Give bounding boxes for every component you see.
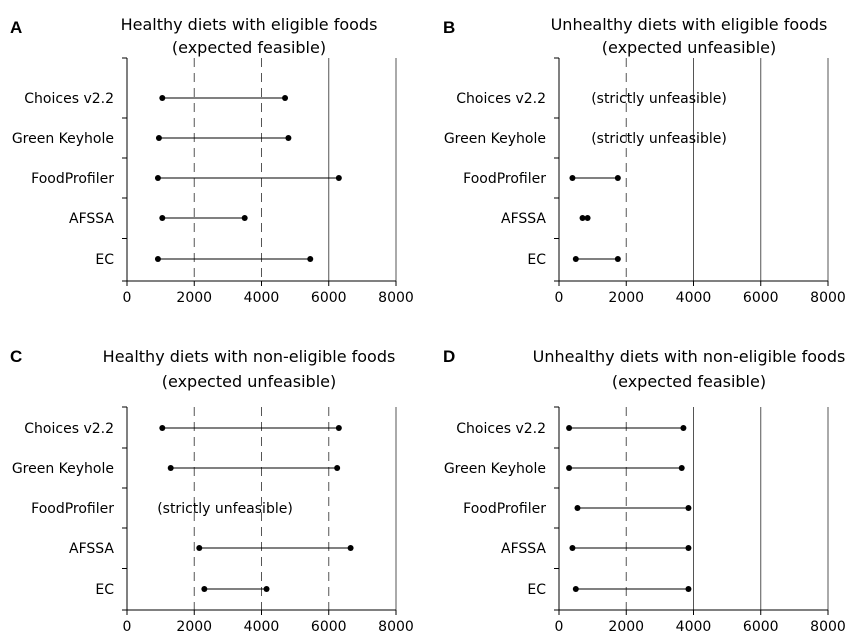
- chart-title-line: Healthy diets with eligible foods: [121, 15, 378, 34]
- panel-c: C Healthy diets with non-eligible foods (e…: [10, 347, 414, 635]
- range-max-point: [584, 215, 591, 221]
- range-max-point: [335, 175, 342, 181]
- chart-title-line: (expected unfeasible): [162, 372, 336, 391]
- panel-letter: A: [10, 18, 22, 37]
- x-tick-label: 2000: [608, 290, 644, 306]
- x-tick-label: 0: [555, 290, 564, 306]
- range-max-point: [285, 135, 292, 141]
- chart-title-line: Unhealthy diets with non-eligible foods: [533, 347, 845, 366]
- range-max-point: [347, 545, 354, 551]
- x-tick-label: 6000: [311, 290, 347, 306]
- panel-letter: C: [10, 347, 22, 366]
- range-max-point: [282, 95, 289, 101]
- category-label: Green Keyhole: [12, 461, 114, 477]
- panel-letter: B: [443, 18, 455, 37]
- range-max-point: [678, 465, 685, 471]
- x-tick-label: 8000: [378, 290, 414, 306]
- range-min-point: [196, 545, 203, 551]
- unfeasible-note: (strictly unfeasible): [591, 91, 727, 107]
- range-min-point: [572, 586, 579, 592]
- range-min-point: [154, 256, 161, 262]
- panel-d: D Unhealthy diets with non-eligible foods…: [443, 347, 845, 635]
- range-min-point: [155, 135, 162, 141]
- unfeasible-note: (strictly unfeasible): [157, 501, 293, 517]
- range-min-point: [159, 95, 166, 101]
- category-label: AFSSA: [69, 211, 114, 227]
- x-tick-label: 2000: [176, 290, 212, 306]
- chart-title-line: Healthy diets with non-eligible foods: [103, 347, 396, 366]
- x-tick-label: 8000: [810, 619, 845, 635]
- category-label: AFSSA: [69, 541, 114, 557]
- chart-title-line: Unhealthy diets with eligible foods: [551, 15, 828, 34]
- category-label: Green Keyhole: [444, 131, 546, 147]
- chart-title-line: (expected unfeasible): [602, 38, 776, 57]
- range-min-point: [167, 465, 174, 471]
- range-max-point: [307, 256, 314, 262]
- range-max-point: [241, 215, 248, 221]
- x-tick-label: 8000: [378, 619, 414, 635]
- range-min-point: [569, 175, 576, 181]
- x-tick-label: 0: [123, 290, 132, 306]
- category-label: FoodProfiler: [463, 501, 546, 517]
- range-min-point: [574, 505, 581, 511]
- range-max-point: [263, 586, 270, 592]
- category-label: Choices v2.2: [24, 91, 114, 107]
- x-tick-label: 4000: [244, 290, 280, 306]
- category-label: Choices v2.2: [456, 91, 546, 107]
- chart-title-line: (expected feasible): [172, 38, 326, 57]
- x-tick-label: 6000: [743, 619, 779, 635]
- category-label: Green Keyhole: [12, 131, 114, 147]
- category-label: FoodProfiler: [31, 171, 114, 187]
- range-max-point: [685, 505, 692, 511]
- range-max-point: [685, 545, 692, 551]
- category-label: EC: [527, 252, 546, 268]
- x-tick-label: 2000: [176, 619, 212, 635]
- panel-a: A Healthy diets with eligible foods (expec…: [10, 15, 414, 306]
- range-max-point: [334, 465, 341, 471]
- x-tick-label: 4000: [676, 619, 712, 635]
- x-tick-label: 8000: [810, 290, 845, 306]
- range-min-point: [566, 425, 573, 431]
- category-label: FoodProfiler: [463, 171, 546, 187]
- panel-b: B Unhealthy diets with eligible foods (exp…: [443, 15, 845, 306]
- category-label: Choices v2.2: [456, 421, 546, 437]
- category-label: EC: [95, 252, 114, 268]
- range-min-point: [572, 256, 579, 262]
- range-max-point: [680, 425, 687, 431]
- range-min-point: [159, 215, 166, 221]
- panel-letter: D: [443, 347, 455, 366]
- range-max-point: [685, 586, 692, 592]
- x-tick-label: 2000: [608, 619, 644, 635]
- x-tick-label: 6000: [311, 619, 347, 635]
- category-label: EC: [527, 582, 546, 598]
- category-label: FoodProfiler: [31, 501, 114, 517]
- category-label: EC: [95, 582, 114, 598]
- chart-title-line: (expected feasible): [612, 372, 766, 391]
- range-min-point: [159, 425, 166, 431]
- category-label: Choices v2.2: [24, 421, 114, 437]
- x-tick-label: 6000: [743, 290, 779, 306]
- x-tick-label: 4000: [676, 290, 712, 306]
- range-max-point: [614, 175, 621, 181]
- category-label: AFSSA: [501, 541, 546, 557]
- range-max-point: [614, 256, 621, 262]
- category-label: AFSSA: [501, 211, 546, 227]
- range-min-point: [569, 545, 576, 551]
- range-min-point: [201, 586, 208, 592]
- unfeasible-note: (strictly unfeasible): [591, 131, 727, 147]
- category-label: Green Keyhole: [444, 461, 546, 477]
- range-min-point: [579, 215, 586, 221]
- x-tick-label: 0: [123, 619, 132, 635]
- range-min-point: [154, 175, 161, 181]
- range-max-point: [335, 425, 342, 431]
- x-tick-label: 4000: [244, 619, 280, 635]
- x-tick-label: 0: [555, 619, 564, 635]
- range-min-point: [566, 465, 573, 471]
